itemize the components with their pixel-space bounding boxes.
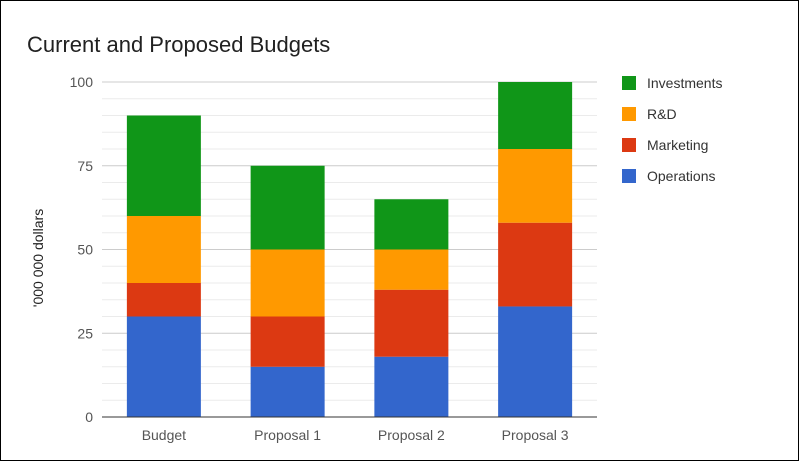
bar-segment-r-d[interactable] [374,249,449,290]
bar-segment-investments[interactable] [374,199,449,250]
bar-segment-r-d[interactable] [126,216,201,283]
bar-segment-operations[interactable] [498,306,573,417]
bar-segment-marketing[interactable] [250,316,325,367]
y-tick-label: 50 [77,242,93,258]
bar-segment-investments[interactable] [126,115,201,217]
x-tick-label: Budget [142,427,186,443]
legend-swatch-r-d[interactable] [622,107,636,121]
x-tick-label: Proposal 1 [254,427,321,443]
y-tick-label: 0 [85,409,93,425]
x-tick-label: Proposal 2 [378,427,445,443]
bar-segment-operations[interactable] [374,356,449,417]
chart-title: Current and Proposed Budgets [27,32,330,57]
legend: Investments R&D Marketing Operations [622,75,722,184]
bar-segment-operations[interactable] [126,316,201,418]
legend-label-r-d[interactable]: R&D [647,106,677,122]
y-tick-label: 100 [70,74,94,90]
x-tick-label: Proposal 3 [502,427,569,443]
bar-segment-marketing[interactable] [374,289,449,357]
bar-segment-investments[interactable] [498,82,573,149]
bar-segment-marketing[interactable] [126,283,201,317]
y-axis-title: '000 000 dollars [30,209,46,307]
legend-swatch-investments[interactable] [622,76,636,90]
bar-segment-r-d[interactable] [498,149,573,223]
bars [126,82,573,418]
y-tick-label: 25 [77,325,93,341]
bar-segment-operations[interactable] [250,366,325,417]
y-tick-labels: 0 25 50 75 100 [70,74,94,425]
legend-label-marketing[interactable]: Marketing [647,137,708,153]
legend-swatch-operations[interactable] [622,169,636,183]
legend-swatch-marketing[interactable] [622,138,636,152]
bar-segment-r-d[interactable] [250,249,325,317]
bar-segment-marketing[interactable] [498,222,573,307]
bar-segment-investments[interactable] [250,165,325,250]
legend-label-operations[interactable]: Operations [647,168,715,184]
legend-label-investments[interactable]: Investments [647,75,722,91]
y-tick-label: 75 [77,158,93,174]
x-tick-labels: Budget Proposal 1 Proposal 2 Proposal 3 [142,427,569,443]
